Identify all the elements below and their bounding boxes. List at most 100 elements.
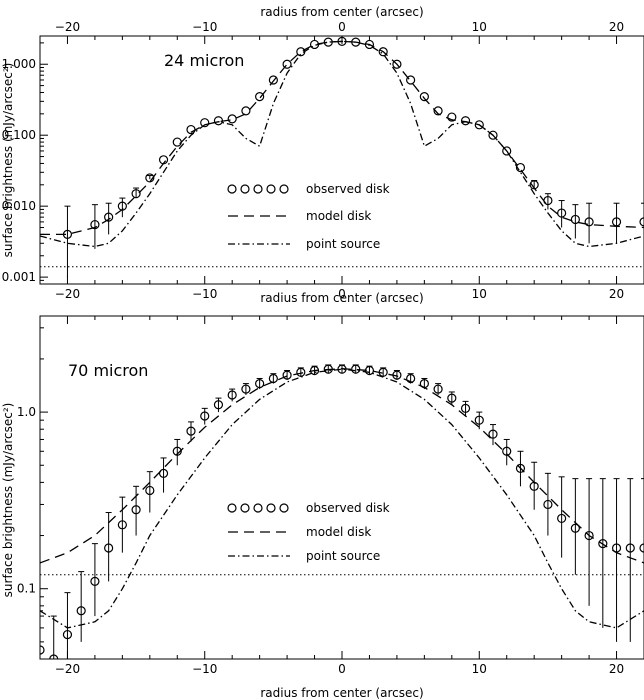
- legend: observed disk model disk point source: [227, 182, 390, 251]
- data-point: [351, 364, 361, 374]
- data-point: [117, 520, 127, 530]
- data-point: [639, 217, 644, 227]
- data-point: [158, 468, 169, 478]
- point-source-curve: [40, 368, 644, 629]
- data-point: [543, 499, 553, 510]
- point-source-line: [40, 368, 644, 629]
- data-point: [419, 91, 429, 102]
- data-point: [268, 373, 278, 384]
- x-tick-label-top: −20: [55, 20, 80, 34]
- x-tick-label-top: 10: [472, 20, 487, 34]
- error-bars: [40, 364, 644, 659]
- data-point: [474, 415, 484, 425]
- data-point: [557, 208, 567, 218]
- data-point: [460, 403, 471, 413]
- data-point: [515, 162, 526, 173]
- data-point: [200, 118, 210, 128]
- x-tick-label: 0: [338, 662, 346, 676]
- axis-ticks: −20 −20 −10 −10 0 0 10 10 20 20 0.001 0.010 0.100 1.0…: [2, 20, 644, 301]
- data-point: [639, 543, 644, 553]
- x-tick-label-top: −10: [192, 20, 217, 34]
- data-point: [158, 155, 169, 165]
- legend-label-observed: observed disk: [306, 501, 390, 515]
- model-disk-curve: [40, 40, 644, 236]
- data-point: [392, 59, 402, 69]
- data-point: [447, 393, 457, 403]
- data-point: [351, 37, 361, 47]
- data-point: [488, 130, 498, 140]
- legend-label-point: point source: [306, 549, 380, 563]
- x-tick-label-top: 0: [338, 20, 346, 34]
- data-point: [337, 36, 347, 46]
- x-tick-label: −20: [55, 662, 80, 676]
- data-point: [364, 365, 375, 376]
- y-tick-label: 1.000: [2, 57, 36, 71]
- x-tick-label: 20: [609, 287, 624, 301]
- x-tick-label: −10: [192, 287, 217, 301]
- data-point: [131, 505, 141, 515]
- data-point: [62, 629, 73, 640]
- data-point: [145, 173, 155, 183]
- data-point: [598, 539, 608, 549]
- data-point: [255, 378, 265, 389]
- data-point: [76, 606, 86, 616]
- data-point: [323, 364, 333, 374]
- data-point: [186, 124, 196, 135]
- data-point: [145, 485, 155, 496]
- data-point: [392, 370, 402, 380]
- y-axis-title: surface brightness (mJy/arcsec²): [1, 403, 15, 598]
- legend-label-model: model disk: [306, 525, 371, 539]
- panel-70-micron: 70 micron radius from center (arcsec) su…: [1, 315, 644, 700]
- data-point: [268, 75, 278, 85]
- legend-label-observed: observed disk: [306, 182, 390, 196]
- data-point: [543, 195, 553, 206]
- data-point: [570, 214, 580, 225]
- data-point: [433, 384, 443, 394]
- data-point: [460, 116, 471, 126]
- data-point: [625, 543, 635, 553]
- y-tick-label: 0.001: [2, 270, 36, 284]
- model-disk-line: [40, 40, 644, 236]
- observed-points: [40, 364, 644, 659]
- y-tick-label: 1.0: [17, 405, 36, 419]
- y-tick-label: 0.1: [17, 582, 36, 596]
- data-point: [241, 106, 251, 116]
- data-point: [502, 446, 512, 456]
- data-point: [241, 384, 251, 394]
- data-point: [584, 530, 594, 541]
- y-axis-title: surface brightness (mJy/arcsec²): [1, 63, 15, 258]
- data-point: [296, 47, 306, 57]
- panel-title: 70 micron: [68, 361, 148, 380]
- x-tick-label: −20: [55, 287, 80, 301]
- data-point: [502, 146, 512, 156]
- point-source-curve: [40, 40, 644, 248]
- data-point: [529, 481, 539, 491]
- data-point: [611, 217, 622, 227]
- data-point: [282, 370, 292, 380]
- x-tick-label: 20: [609, 662, 624, 676]
- data-point: [117, 201, 127, 211]
- data-point: [323, 37, 333, 47]
- y-tick-label: 0.010: [2, 199, 36, 213]
- x-tick-label-top: 20: [609, 20, 624, 34]
- data-point: [447, 112, 457, 122]
- x-axis-title: radius from center (arcsec): [260, 291, 423, 305]
- data-point: [474, 120, 484, 130]
- data-point: [62, 229, 73, 239]
- data-point: [90, 219, 100, 230]
- legend: observed disk model disk point source: [227, 501, 390, 563]
- x-tick-label: 10: [472, 287, 487, 301]
- panel-title: 24 micron: [164, 51, 244, 70]
- data-point: [364, 39, 375, 50]
- panel-24-micron: 24 micron radius from center (arcsec) ra…: [1, 5, 644, 305]
- data-point: [104, 212, 114, 222]
- x-tick-label: 10: [472, 662, 487, 676]
- data-point: [419, 378, 429, 389]
- data-point: [570, 523, 580, 533]
- legend-circles-sample: [227, 184, 289, 194]
- data-point: [90, 576, 100, 587]
- data-point: [515, 463, 526, 473]
- data-point: [378, 47, 388, 57]
- top-axis-title: radius from center (arcsec): [260, 5, 423, 19]
- y-tick-label: 0.100: [2, 128, 36, 142]
